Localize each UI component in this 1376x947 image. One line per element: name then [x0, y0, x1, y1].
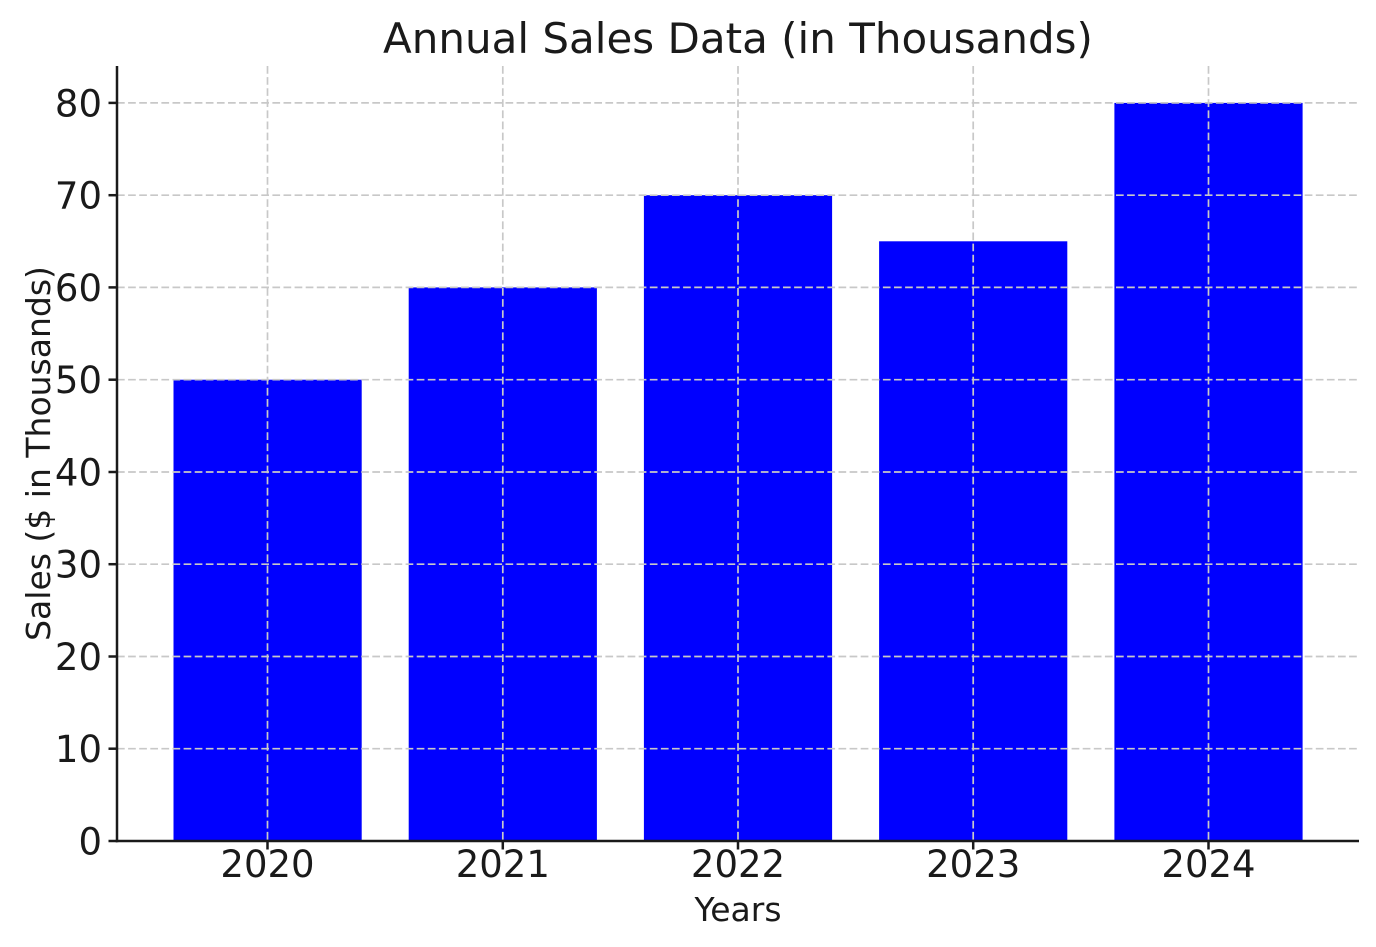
y-tick-label: 0: [78, 821, 102, 864]
x-tick-label: 2022: [691, 843, 785, 886]
y-tick-label: 50: [55, 359, 102, 402]
y-tick-label: 10: [55, 728, 102, 771]
y-tick-label: 80: [55, 82, 102, 125]
y-tick-label: 60: [55, 267, 102, 310]
bar-2023: [879, 241, 1068, 842]
tick-labels-layer: 0 10 20 30 40 50 60 70 80 2020 2021 2022 2023 2024: [55, 82, 1256, 886]
y-tick-label: 70: [55, 175, 102, 218]
grid-layer: [117, 66, 1359, 841]
x-tick-label: 2020: [220, 843, 314, 886]
x-tick-label: 2021: [456, 843, 550, 886]
x-tick-label: 2023: [926, 843, 1020, 886]
y-tick-label: 20: [55, 636, 102, 679]
x-axis-label: Years: [693, 890, 781, 929]
tick-marks-layer: [108, 101, 1210, 850]
x-tick-label: 2024: [1161, 843, 1255, 886]
chart-title: Annual Sales Data (in Thousands): [383, 14, 1093, 63]
y-axis-label: Sales ($ in Thousands): [19, 266, 58, 641]
y-tick-label: 30: [55, 544, 102, 587]
y-tick-label: 40: [55, 452, 102, 495]
